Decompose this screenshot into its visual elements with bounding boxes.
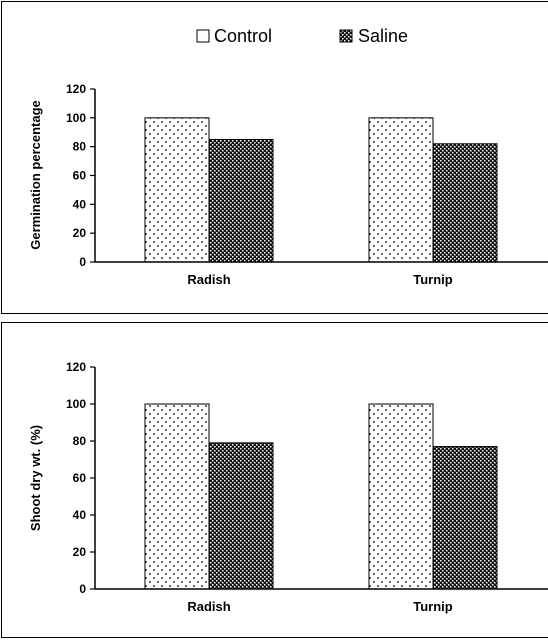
chart-germination-categories: Radish Turnip: [187, 272, 452, 287]
bar-shoot-radish-saline: [208, 442, 274, 590]
category-label-turnip: Turnip: [413, 599, 453, 614]
category-label-turnip: Turnip: [413, 272, 453, 287]
bar-germination-radish-saline: [208, 138, 274, 263]
legend-saline-label: Saline: [358, 26, 408, 46]
bar-shoot-turnip-control: [368, 403, 434, 590]
chart-shoot-bars: [144, 403, 498, 590]
ytick-label: 100: [66, 111, 86, 125]
ytick-label: 60: [73, 471, 87, 485]
chart-germination-bars: [144, 117, 498, 263]
ytick-label: 100: [66, 397, 86, 411]
ytick-label: 40: [73, 197, 87, 211]
legend-control-label: Control: [214, 26, 272, 46]
chart-shoot-yticks: 0 20 40 60 80 100 120: [66, 360, 95, 596]
chart-germination-yticks: 0 20 40 60 80 100 120: [66, 82, 95, 269]
ytick-label: 80: [73, 140, 87, 154]
chart-germination-ylabel: Germination percentage: [28, 100, 43, 250]
legend-saline-swatch: [339, 29, 353, 43]
legend-control-swatch: [196, 29, 210, 43]
chart-shoot-categories: Radish Turnip: [187, 599, 452, 614]
ytick-label: 20: [73, 226, 87, 240]
ytick-label: 80: [73, 434, 87, 448]
ytick-label: 0: [79, 582, 86, 596]
ytick-label: 60: [73, 169, 87, 183]
ytick-label: 120: [66, 82, 86, 96]
top-panel-frame: [1, 1, 548, 314]
ytick-label: 20: [73, 545, 87, 559]
legend: Control Saline: [196, 26, 408, 46]
bar-shoot-turnip-saline: [432, 446, 498, 590]
chart-shoot-ylabel: Shoot dry wt. (%): [28, 425, 43, 531]
ytick-label: 40: [73, 508, 87, 522]
category-label-radish: Radish: [187, 599, 230, 614]
bar-shoot-radish-control: [144, 403, 210, 590]
ytick-label: 120: [66, 360, 86, 374]
chart-germination: Germination percentage 0 20 40 60 80 100 120 R…: [28, 82, 548, 287]
ytick-label: 0: [79, 255, 86, 269]
bar-germination-turnip-control: [368, 117, 434, 263]
category-label-radish: Radish: [187, 272, 230, 287]
bottom-panel-frame: [1, 322, 548, 638]
bar-germination-radish-control: [144, 117, 210, 263]
chart-shoot-dry-weight: Shoot dry wt. (%) 0 20 40 60 80 100 120 Radish…: [28, 360, 548, 614]
bar-germination-turnip-saline: [432, 143, 498, 263]
